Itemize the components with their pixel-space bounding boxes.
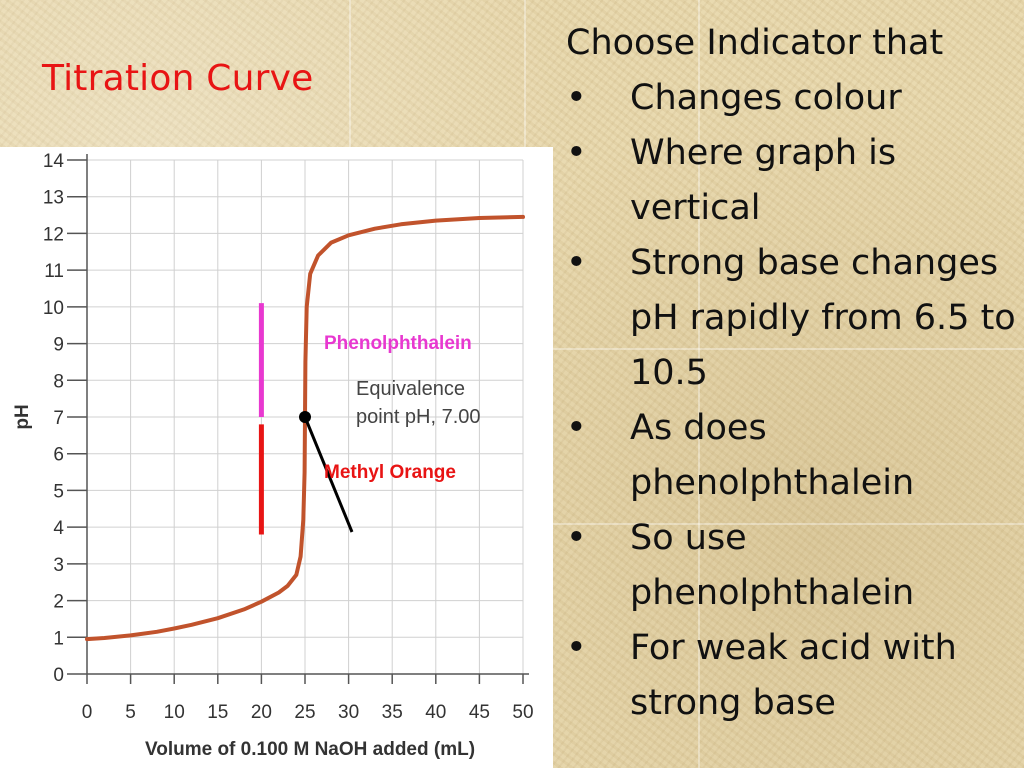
bullet-text: As does phenolphthalein: [630, 408, 915, 503]
tile-divider: [553, 523, 1024, 525]
y-tick-label: 4: [53, 518, 64, 539]
bullet-item: • Where graph is vertical: [566, 126, 1016, 236]
y-tick-label: 1: [53, 628, 64, 649]
equivalence-point-marker: [299, 411, 311, 423]
y-tick-label: 14: [43, 151, 65, 172]
y-tick-label: 11: [44, 261, 64, 282]
tile-divider: [524, 0, 526, 147]
x-tick-label: 30: [338, 702, 359, 723]
x-tick-label: 50: [512, 702, 533, 723]
x-tick-label: 20: [251, 702, 272, 723]
bullet-item: • So use phenolphthalein: [566, 511, 1016, 621]
bullet-text: Changes colour: [630, 78, 902, 118]
tile-divider: [349, 0, 351, 147]
y-tick-label: 9: [53, 335, 64, 356]
x-axis-title: Volume of 0.100 M NaOH added (mL): [145, 739, 475, 760]
y-tick-label: 12: [43, 224, 64, 245]
equivalence-label-line2: point pH, 7.00: [356, 406, 481, 428]
bullet-glyph: •: [566, 243, 587, 283]
bullet-glyph: •: [566, 408, 587, 448]
y-tick-label: 6: [53, 445, 64, 466]
indicator-label: Methyl Orange: [324, 462, 456, 483]
x-tick-label: 0: [82, 702, 93, 723]
bullet-glyph: •: [566, 628, 587, 668]
bullet-glyph: •: [566, 133, 587, 173]
slide-title: Titration Curve: [42, 58, 314, 99]
bullet-text: For weak acid with strong base: [630, 628, 957, 723]
bullet-item: • Changes colour: [566, 71, 1016, 126]
tile-divider: [553, 348, 1024, 350]
bullet-list: • Changes colour • Where graph is vertical…: [566, 71, 1016, 731]
y-tick-label: 0: [53, 665, 64, 686]
x-tick-label: 10: [164, 702, 185, 723]
x-tick-label: 5: [125, 702, 136, 723]
bullet-text: So use phenolphthalein: [630, 518, 915, 613]
x-tick-label: 35: [382, 702, 403, 723]
bullet-heading: Choose Indicator that: [566, 23, 944, 63]
x-tick-label: 45: [469, 702, 490, 723]
bullet-item: • As does phenolphthalein: [566, 401, 1016, 511]
titration-curve-line: [85, 214, 525, 642]
x-tick-label: 25: [294, 702, 315, 723]
bullet-item: • For weak acid with strong base: [566, 621, 1016, 731]
tile-divider: [698, 0, 700, 768]
y-tick-label: 5: [53, 481, 64, 502]
x-tick-label: 40: [425, 702, 446, 723]
titration-chart: 0 1 2 3 4 5 6 7 8 9 10 11 12 13 14 0 5 10 15 20 25 30 35 40 45 50…: [0, 147, 553, 768]
bullet-glyph: •: [566, 78, 587, 118]
y-axis-title: pH: [12, 404, 33, 429]
indicator-label: Phenolphthalein: [324, 333, 472, 354]
y-tick-label: 7: [53, 408, 64, 429]
y-tick-label: 10: [43, 298, 64, 319]
y-tick-label: 8: [53, 371, 64, 392]
equivalence-label-line1: Equivalence: [356, 378, 465, 400]
y-tick-label: 2: [53, 592, 64, 613]
x-tick-label: 15: [207, 702, 228, 723]
bullet-panel: Choose Indicator that • Changes colour • W…: [566, 16, 1016, 731]
bullet-text: Strong base changes pH rapidly from 6.5 …: [630, 243, 1016, 393]
bullet-glyph: •: [566, 518, 587, 558]
y-tick-label: 13: [43, 188, 64, 209]
equivalence-leader-line: [303, 416, 354, 533]
bullet-item: • Strong base changes pH rapidly from 6.5…: [566, 236, 1016, 401]
bullet-text: Where graph is vertical: [630, 133, 897, 228]
y-tick-label: 3: [53, 555, 64, 576]
